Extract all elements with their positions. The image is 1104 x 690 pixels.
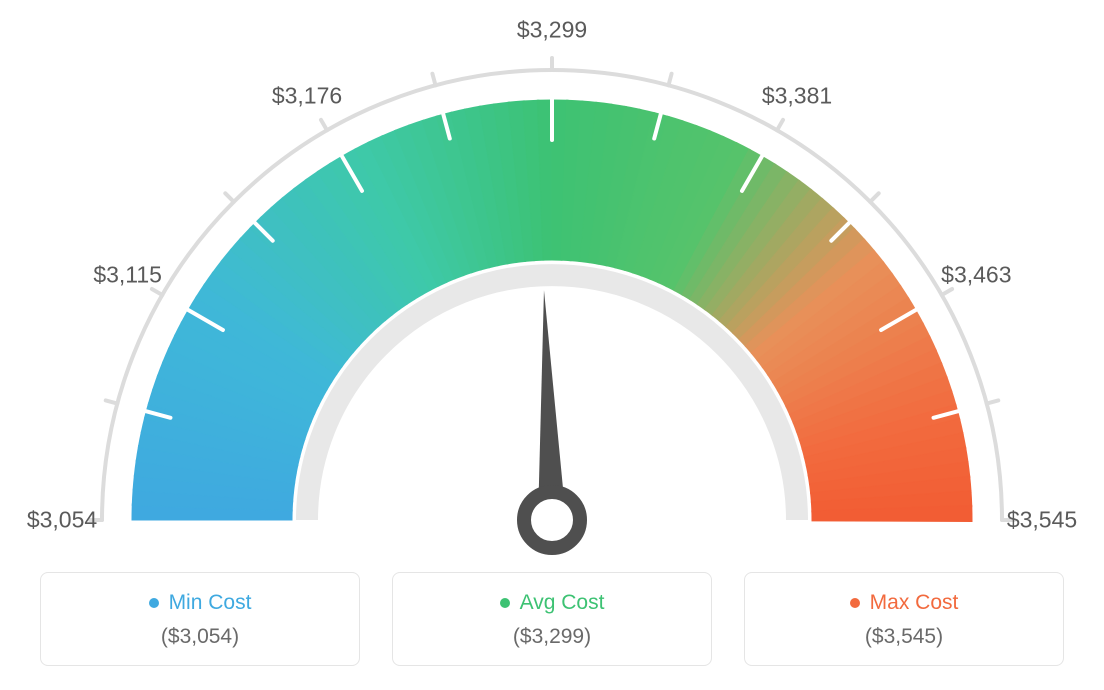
gauge-tick-label: $3,381 (762, 82, 832, 109)
gauge-tick-label: $3,054 (27, 507, 97, 534)
legend-title-min: Min Cost (149, 591, 252, 615)
legend-card-min: Min Cost ($3,054) (40, 572, 360, 666)
gauge-outline-tick (942, 289, 952, 295)
legend-title-avg-text: Avg Cost (520, 591, 605, 615)
gauge-tick-label: $3,176 (272, 82, 342, 109)
legend-title-max: Max Cost (850, 591, 959, 615)
legend-dot-min (149, 598, 159, 608)
legend-value-max: ($3,545) (745, 625, 1063, 649)
gauge-outline-tick (987, 400, 999, 403)
legend-value-min: ($3,054) (41, 625, 359, 649)
legend-value-avg: ($3,299) (393, 625, 711, 649)
gauge-outline-tick (225, 193, 233, 201)
gauge-tick-label: $3,299 (517, 17, 587, 44)
gauge-chart: $3,054 $3,115 $3,176 $3,299 $3,381 $3,463 $3,5… (0, 0, 1104, 560)
gauge-outline-tick (321, 120, 327, 130)
legend-dot-avg (500, 598, 510, 608)
gauge-svg (0, 0, 1104, 560)
gauge-tick-label: $3,115 (93, 262, 162, 289)
legend-dot-max (850, 598, 860, 608)
gauge-outline-tick (152, 289, 162, 295)
gauge-tick-label: $3,463 (941, 262, 1011, 289)
legend-row: Min Cost ($3,054) Avg Cost ($3,299) Max … (0, 572, 1104, 666)
gauge-outline-tick (777, 120, 783, 130)
gauge-outline-tick (432, 74, 435, 86)
legend-title-max-text: Max Cost (870, 591, 959, 615)
gauge-tick-label: $3,545 (1007, 507, 1077, 534)
legend-title-min-text: Min Cost (169, 591, 252, 615)
legend-card-max: Max Cost ($3,545) (744, 572, 1064, 666)
gauge-needle-hub (524, 492, 580, 548)
gauge-outline-tick (668, 74, 671, 86)
gauge-outline-tick (106, 400, 118, 403)
legend-title-avg: Avg Cost (500, 591, 605, 615)
gauge-outline-tick (870, 193, 878, 201)
legend-card-avg: Avg Cost ($3,299) (392, 572, 712, 666)
